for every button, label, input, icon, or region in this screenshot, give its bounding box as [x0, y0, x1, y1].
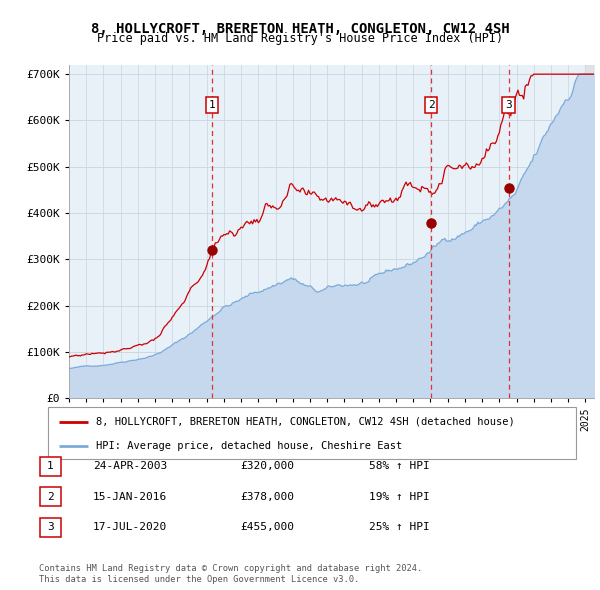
Text: 25% ↑ HPI: 25% ↑ HPI	[369, 523, 430, 532]
Text: 58% ↑ HPI: 58% ↑ HPI	[369, 461, 430, 471]
Text: 24-APR-2003: 24-APR-2003	[93, 461, 167, 471]
Text: This data is licensed under the Open Government Licence v3.0.: This data is licensed under the Open Gov…	[39, 575, 359, 584]
Text: 2: 2	[428, 100, 434, 110]
Text: £455,000: £455,000	[240, 523, 294, 532]
Text: 2: 2	[47, 492, 54, 502]
Text: £378,000: £378,000	[240, 492, 294, 502]
Text: 19% ↑ HPI: 19% ↑ HPI	[369, 492, 430, 502]
Text: £320,000: £320,000	[240, 461, 294, 471]
Text: 3: 3	[505, 100, 512, 110]
Text: Price paid vs. HM Land Registry's House Price Index (HPI): Price paid vs. HM Land Registry's House …	[97, 32, 503, 45]
Text: Contains HM Land Registry data © Crown copyright and database right 2024.: Contains HM Land Registry data © Crown c…	[39, 565, 422, 573]
Text: 17-JUL-2020: 17-JUL-2020	[93, 523, 167, 532]
Text: 3: 3	[47, 523, 54, 532]
Text: 15-JAN-2016: 15-JAN-2016	[93, 492, 167, 502]
Text: 1: 1	[47, 461, 54, 471]
Text: 1: 1	[209, 100, 215, 110]
Text: 8, HOLLYCROFT, BRERETON HEATH, CONGLETON, CW12 4SH (detached house): 8, HOLLYCROFT, BRERETON HEATH, CONGLETON…	[95, 417, 514, 427]
Text: HPI: Average price, detached house, Cheshire East: HPI: Average price, detached house, Ches…	[95, 441, 402, 451]
Text: 8, HOLLYCROFT, BRERETON HEATH, CONGLETON, CW12 4SH: 8, HOLLYCROFT, BRERETON HEATH, CONGLETON…	[91, 22, 509, 36]
